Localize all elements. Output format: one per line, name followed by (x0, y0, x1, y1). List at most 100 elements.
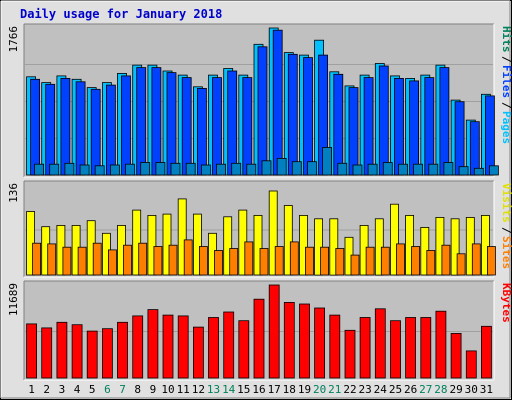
bar-pages-day-23 (367, 163, 378, 176)
x-tick-label: 12 (192, 383, 205, 396)
bar-pages-day-19 (307, 161, 317, 176)
x-tick-label: 25 (389, 383, 402, 396)
bar-pages-day-5 (94, 165, 105, 176)
bar-visits-day-18 (283, 205, 293, 276)
legend-pages: Pages (500, 111, 512, 144)
bar-files-day-31 (484, 95, 495, 176)
bar-pages-day-6 (110, 164, 120, 176)
bar-sites-day-13 (214, 250, 223, 276)
bar-kbytes-day-27 (420, 317, 432, 379)
bar-files-day-9 (151, 67, 162, 176)
chart-title: Daily usage for January 2018 (20, 7, 222, 21)
bar-kbytes-day-25 (390, 320, 401, 379)
bar-pages-day-3 (64, 162, 75, 176)
bar-pages-day-14 (231, 162, 242, 176)
bar-kbytes-day-14 (223, 311, 235, 379)
x-tick-label: 22 (343, 383, 356, 396)
x-tick-label: 4 (74, 383, 81, 396)
bar-pages-day-12 (200, 164, 211, 176)
panel-visits: 136 Visits / Sites (7, 180, 512, 278)
bar-sites-day-29 (456, 253, 466, 276)
bar-sites-day-22 (350, 254, 360, 276)
bar-kbytes-day-28 (435, 310, 447, 379)
bar-kbytes-day-22 (344, 329, 356, 379)
panel-hits-legend: Hits / Files / Pages (500, 26, 512, 144)
x-tick-label: 30 (465, 383, 478, 396)
bar-kbytes-day-8 (132, 315, 144, 379)
x-axis-labels: 1 2 3 4 5 6 7 8 9 10 11 12 13 14 15 16 17 18 19 20 21 22 23 24 2… (28, 383, 493, 396)
bar-pages-day-30 (473, 167, 484, 176)
bar-visits-day-26 (405, 214, 415, 276)
panel-visits-legend: Visits / Sites (500, 183, 512, 269)
bar-kbytes-day-1 (26, 323, 38, 379)
bar-files-day-30 (469, 121, 480, 176)
bar-sites-day-8 (138, 242, 148, 276)
bar-sites-day-3 (62, 246, 72, 276)
bar-visits-day-12 (192, 213, 202, 276)
bar-pages-day-26 (413, 163, 424, 176)
bar-visits-day-17 (268, 190, 278, 276)
x-tick-label: 7 (119, 383, 126, 396)
bar-files-day-16 (257, 46, 268, 176)
bar-visits-day-8 (132, 209, 142, 276)
x-tick-label: 27 (419, 383, 432, 396)
x-tick-label: 17 (268, 383, 281, 396)
bar-pages-day-22 (352, 164, 363, 176)
bar-kbytes-day-30 (465, 350, 477, 379)
bar-pages-day-1 (34, 163, 44, 176)
x-tick-label: 2 (43, 383, 50, 396)
x-tick-label: 29 (449, 383, 462, 396)
bar-kbytes-day-10 (162, 314, 174, 379)
x-tick-label: 8 (134, 383, 141, 396)
bar-sites-day-5 (92, 242, 102, 276)
bar-sites-day-12 (198, 246, 208, 276)
legend-kbytes: KBytes (500, 283, 512, 323)
panel-kbytes: 11689 KBytes (7, 280, 512, 381)
x-tick-label: 23 (358, 383, 371, 396)
bar-kbytes-day-3 (56, 321, 68, 379)
panel-kbytes-ymax-label: 11689 (7, 283, 20, 316)
bar-sites-day-17 (274, 246, 284, 276)
x-tick-label: 31 (480, 383, 493, 396)
bar-files-day-4 (75, 81, 86, 176)
panel-hits-ymax-label: 1766 (7, 26, 20, 53)
bar-pages-day-16 (261, 160, 272, 176)
bar-sites-day-30 (471, 243, 481, 276)
bar-visits-day-9 (147, 214, 157, 276)
bar-visits-day-21 (329, 218, 339, 276)
x-tick-label: 15 (237, 383, 250, 396)
bar-kbytes-day-2 (41, 327, 53, 379)
bar-pages-day-4 (79, 164, 90, 176)
bar-kbytes-day-17 (268, 284, 280, 379)
x-tick-label: 26 (404, 383, 417, 396)
bar-pages-day-29 (458, 166, 469, 176)
bar-pages-day-15 (246, 163, 257, 176)
bar-visits-day-11 (177, 198, 187, 276)
legend-separator: / (500, 56, 512, 63)
bar-sites-day-14 (229, 248, 239, 276)
x-tick-label: 9 (150, 383, 157, 396)
bar-pages-day-24 (382, 162, 393, 176)
bar-pages-day-27 (428, 163, 439, 176)
legend-sites: Sites (500, 236, 512, 269)
bar-kbytes-day-19 (299, 303, 310, 379)
x-tick-label: 3 (59, 383, 66, 396)
legend-hits: Hits (500, 26, 512, 53)
bar-pages-day-10 (170, 162, 181, 176)
bar-kbytes-day-13 (208, 317, 219, 379)
bar-files-day-8 (136, 67, 147, 176)
bar-kbytes-day-26 (405, 317, 417, 379)
bar-kbytes-day-31 (480, 325, 492, 379)
bar-visits-day-14 (223, 216, 233, 276)
bar-kbytes-day-5 (86, 330, 98, 379)
bar-sites-day-31 (486, 246, 496, 276)
bar-visits-day-29 (450, 218, 460, 276)
bar-pages-day-31 (488, 165, 499, 176)
x-tick-label: 5 (89, 383, 96, 396)
bar-sites-day-9 (153, 246, 163, 276)
bar-sites-day-10 (168, 244, 178, 276)
x-tick-label: 19 (298, 383, 311, 396)
x-tick-label: 18 (283, 383, 296, 396)
bar-files-day-23 (363, 77, 374, 176)
